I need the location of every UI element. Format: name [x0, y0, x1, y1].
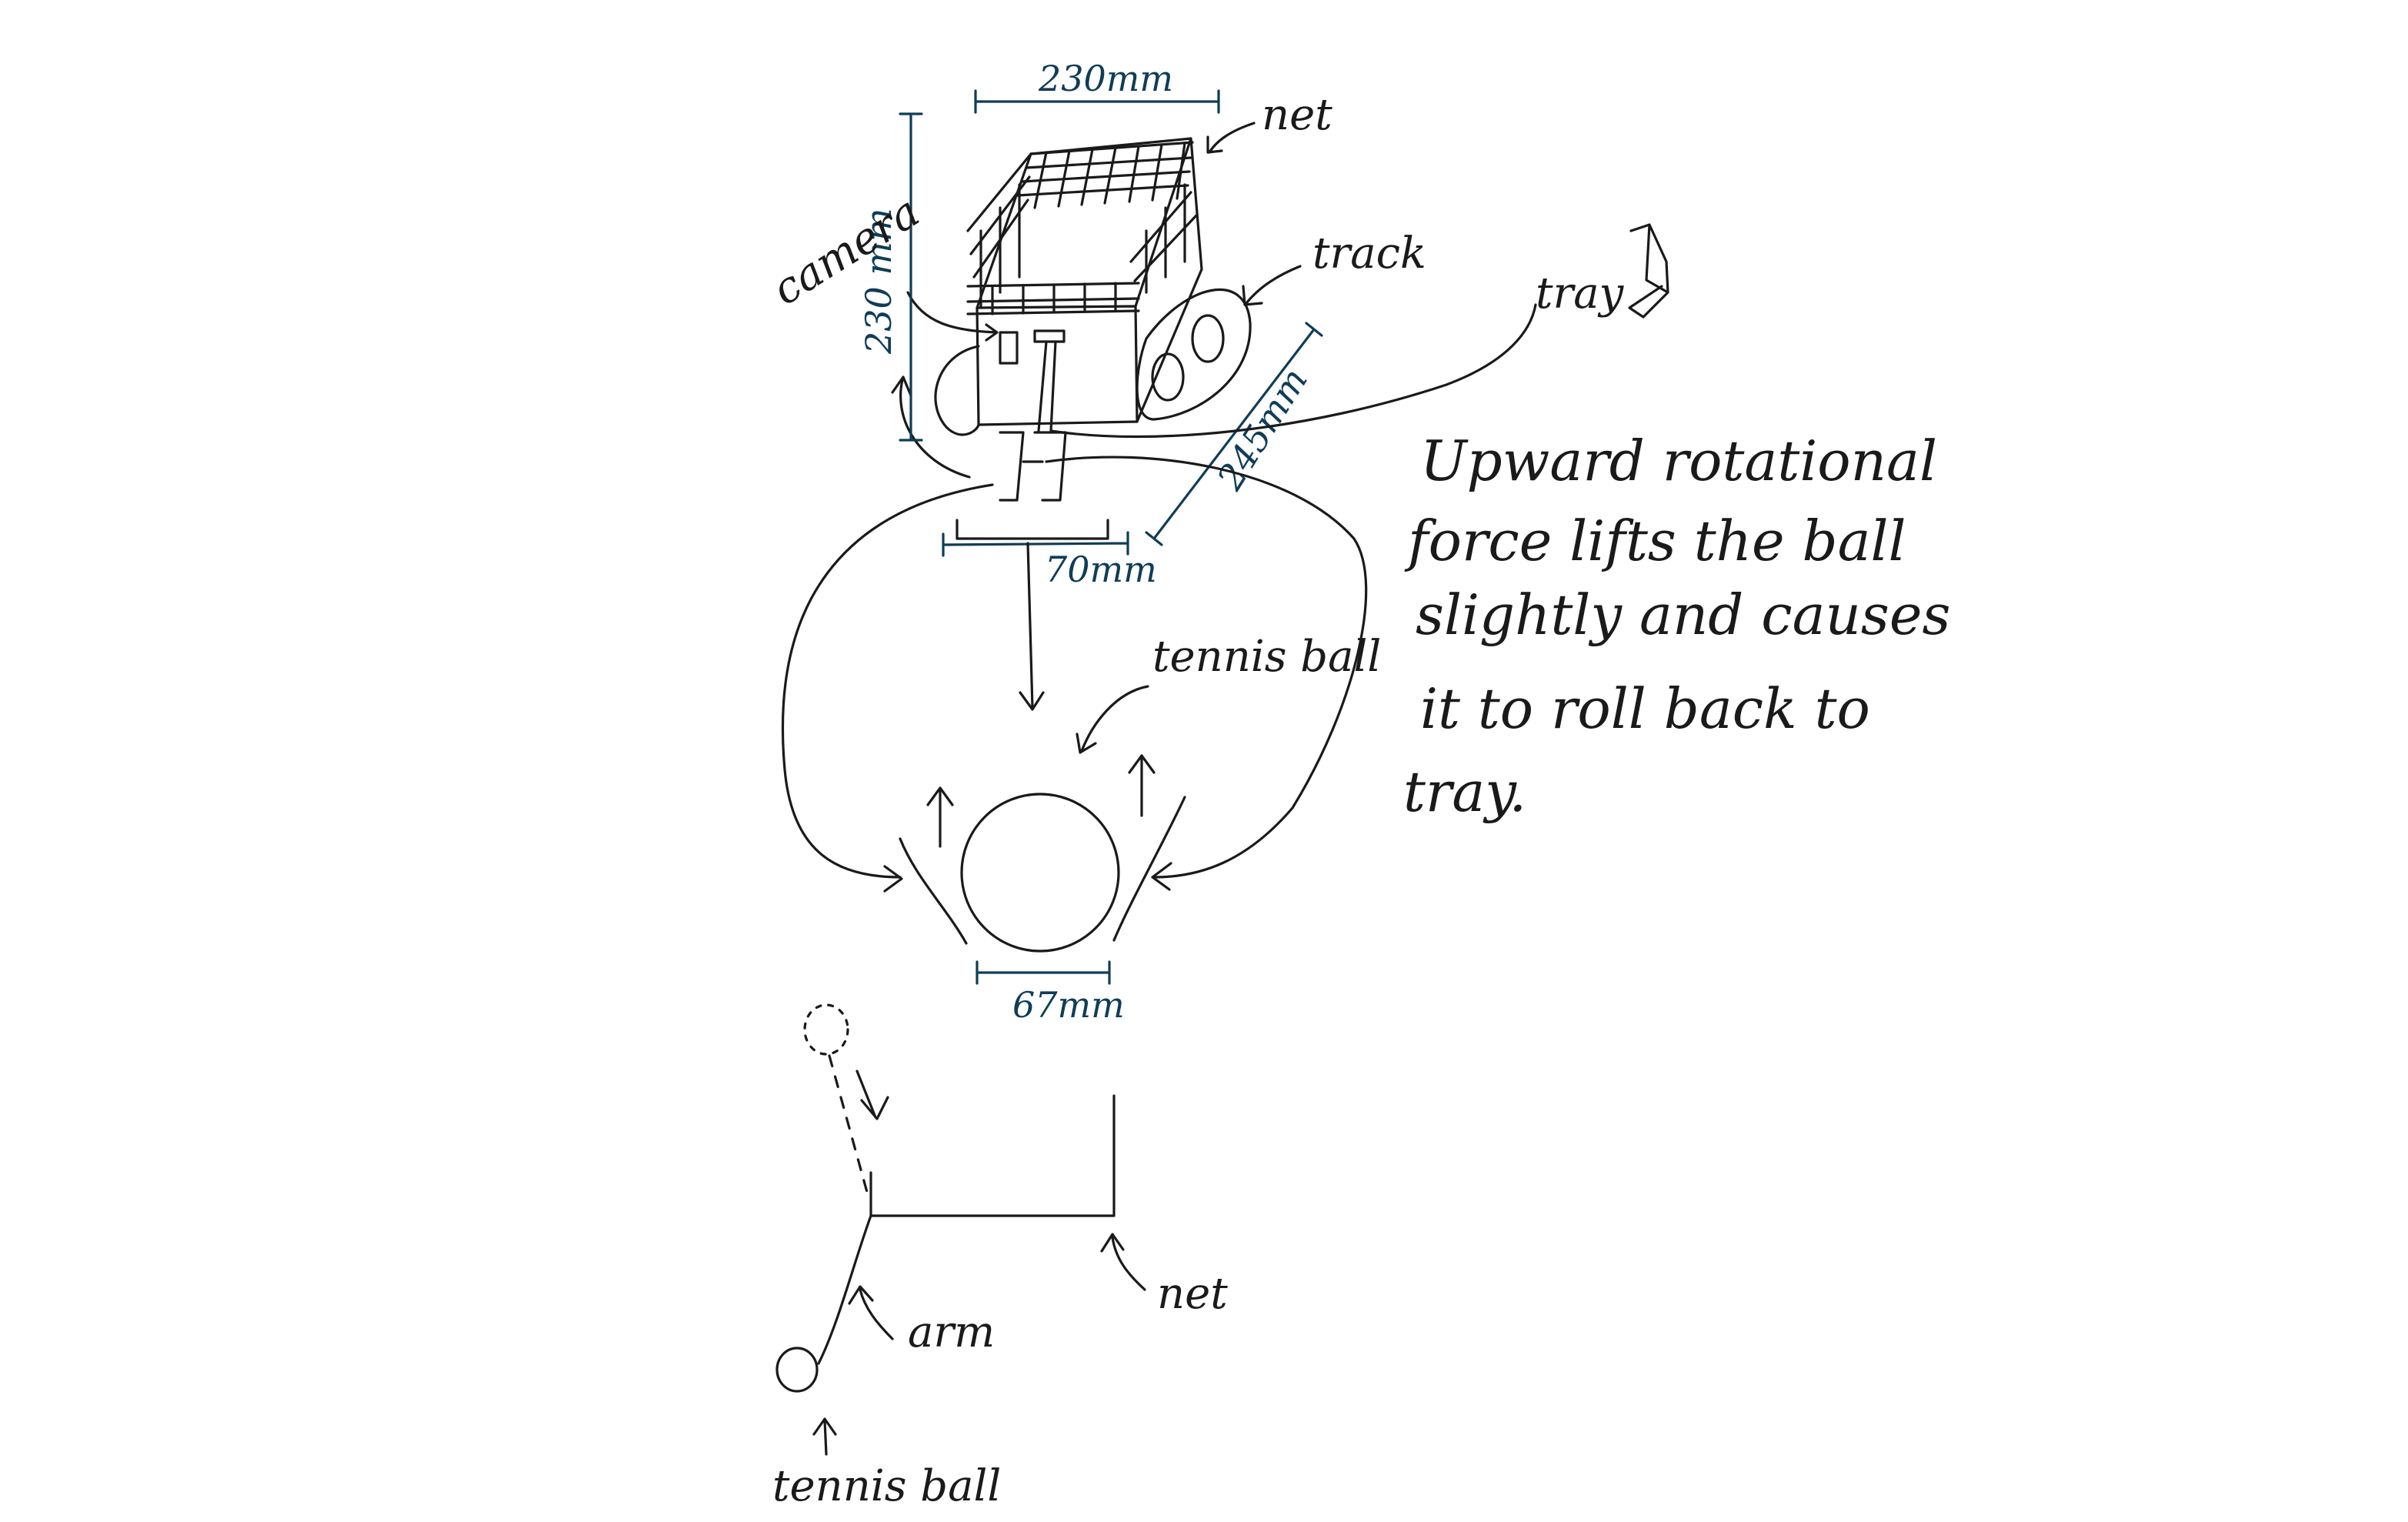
- dim-top-width-label: 230mm: [1038, 58, 1173, 99]
- label-track: track: [1242, 229, 1426, 306]
- svg-text:net: net: [1262, 90, 1332, 140]
- svg-text:Upward rotational: Upward rotational: [1420, 429, 1937, 493]
- label-net-bottom: net: [1100, 1233, 1228, 1319]
- note-text: Upward rotational force lifts the ball s…: [1403, 429, 1950, 824]
- net-grid: [966, 141, 1198, 315]
- tennis-ball-mid: [960, 793, 1120, 953]
- label-tennis-ball-bottom: tennis ball: [772, 1417, 1001, 1511]
- svg-text:slightly and causes: slightly and causes: [1416, 582, 1950, 647]
- dim-diagonal: 245mm: [1145, 322, 1323, 546]
- robot-body: [934, 137, 1252, 436]
- label-net-top: net: [1206, 90, 1332, 154]
- dim-ball-label: 67mm: [1012, 984, 1125, 1026]
- dim-height-label: 230 mm: [858, 208, 899, 355]
- rotation-arc: [891, 375, 971, 479]
- svg-text:net: net: [1157, 1269, 1228, 1319]
- dim-intake: 70mm: [942, 531, 1157, 590]
- intake-frame: [956, 519, 1109, 540]
- bottom-assembly: [775, 1003, 1116, 1393]
- svg-text:force lifts the ball: force lifts the ball: [1404, 509, 1906, 573]
- label-tray: tray: [1536, 269, 1625, 319]
- svg-text:it to roll back to: it to roll back to: [1420, 676, 1870, 741]
- rotation-flow: [781, 456, 1368, 945]
- dim-ball: 67mm: [976, 960, 1125, 1026]
- svg-text:arm: arm: [908, 1307, 995, 1357]
- dim-height: 230 mm: [858, 112, 923, 442]
- dim-diagonal-label: 245mm: [1209, 361, 1316, 498]
- svg-text:tray.: tray.: [1403, 759, 1526, 824]
- svg-text:tennis ball: tennis ball: [1152, 632, 1381, 682]
- svg-text:track: track: [1312, 229, 1426, 279]
- svg-text:tennis ball: tennis ball: [772, 1461, 1001, 1511]
- dim-intake-label: 70mm: [1045, 549, 1157, 590]
- tray-curve: [1049, 223, 1669, 439]
- label-tennis-ball-mid: tennis ball: [1076, 632, 1381, 754]
- intake-mechanism: [906, 291, 1067, 502]
- label-arm: arm: [848, 1285, 995, 1357]
- dim-top-width: 230mm: [974, 58, 1220, 114]
- tennis-ball-bottom: [775, 1347, 819, 1393]
- label-camera: camera: [764, 187, 929, 315]
